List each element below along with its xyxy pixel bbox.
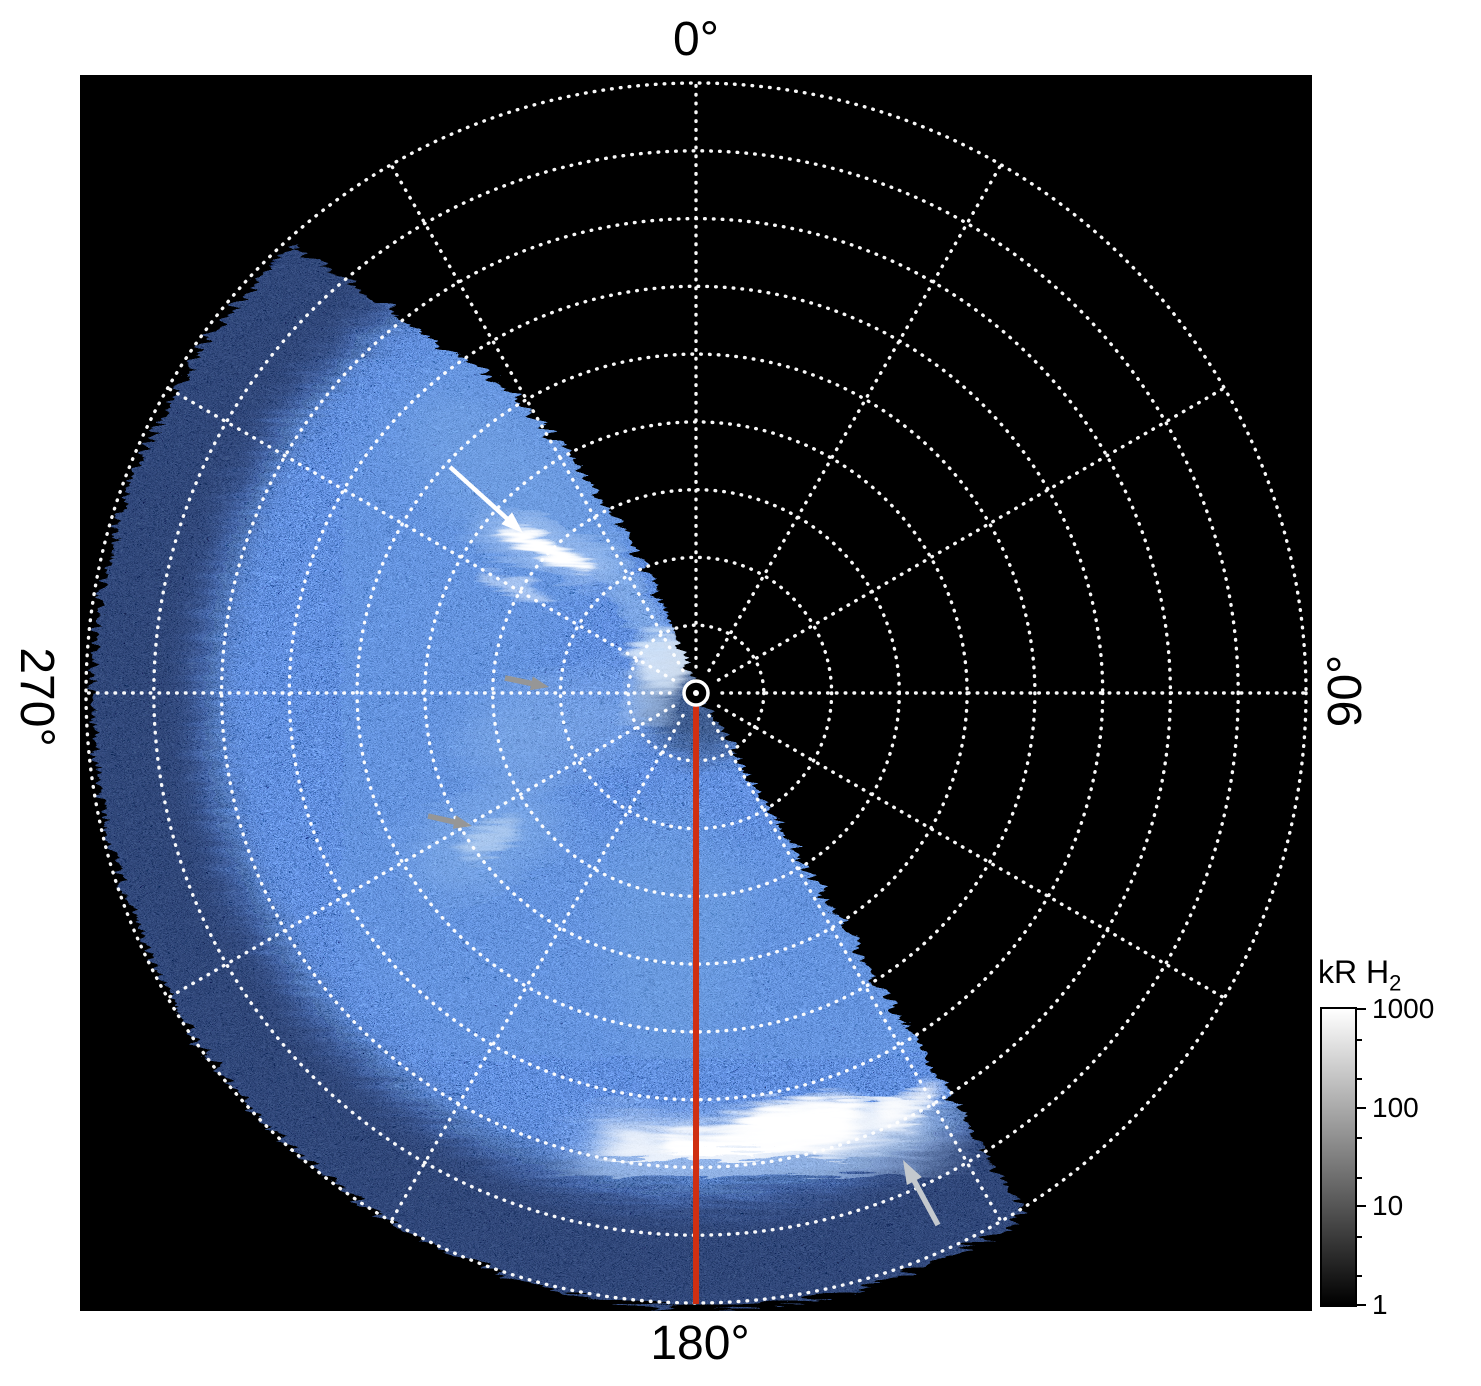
colorbar-minor-tick (1357, 1038, 1362, 1041)
angle-label-180: 180° (650, 1317, 750, 1370)
angle-label-270: 270° (10, 647, 63, 747)
colorbar-tick-label-1000: 1000 (1372, 993, 1435, 1024)
angle-label-90: 90° (1319, 654, 1372, 728)
colorbar-minor-tick (1357, 1078, 1362, 1080)
white-arrow-annotation (448, 465, 523, 533)
colorbar: kR H2 1000 100 10 1 (1316, 952, 1481, 1352)
light-gray-arrow-annotation (903, 1160, 941, 1227)
pole-marker (682, 679, 710, 707)
colorbar-minor-tick (1357, 1176, 1362, 1179)
polar-plot-area (80, 75, 1312, 1311)
gray-arrow-annotation-1 (504, 675, 549, 691)
main-auroral-arc (561, 1058, 955, 1211)
colorbar-tick-label-100: 100 (1372, 1091, 1419, 1123)
colorbar-minor-tick (1357, 1275, 1362, 1278)
colorbar-major-tick (1357, 1008, 1366, 1010)
colorbar-minor-tick (1357, 1236, 1362, 1238)
colorbar-tick-label-10: 10 (1372, 1190, 1404, 1222)
polar-grid (84, 81, 1308, 1305)
colorbar-tick-label-1: 1 (1372, 1289, 1388, 1320)
colorbar-major-tick (1357, 1106, 1366, 1109)
bright-arc-segment (489, 522, 587, 564)
angle-label-0: 0° (673, 13, 719, 66)
colorbar-major-tick (1357, 1205, 1366, 1208)
colorbar-gradient (1320, 1007, 1357, 1307)
colorbar-major-tick (1357, 1304, 1366, 1306)
polar-plot-svg (80, 75, 1312, 1311)
colorbar-minor-tick (1357, 1137, 1362, 1140)
gray-arrow-annotation-2 (427, 813, 472, 829)
colorbar-title: kR H2 (1318, 954, 1402, 996)
